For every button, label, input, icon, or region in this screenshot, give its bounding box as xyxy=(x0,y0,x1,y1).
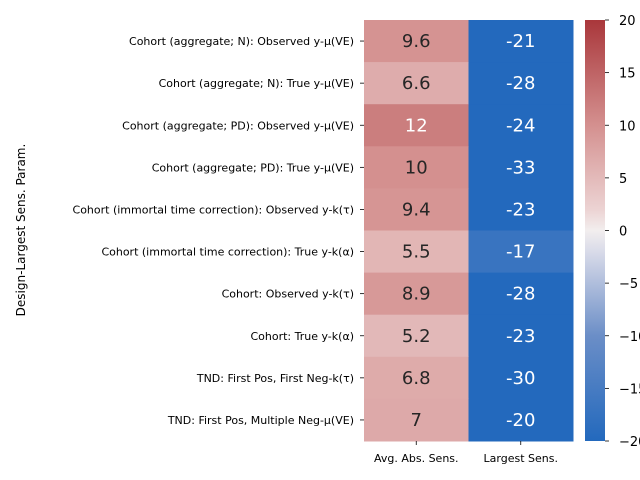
colorbar xyxy=(585,20,605,441)
cell-value-label: -33 xyxy=(506,157,535,178)
heatmap-cell xyxy=(468,356,574,400)
cell-value-label: 8.9 xyxy=(402,284,431,305)
heatmap-cell xyxy=(468,230,574,274)
heatmap-cell xyxy=(364,20,469,63)
y-tick-label: Cohort: Observed y-k(τ) xyxy=(222,288,354,301)
y-axis-title: Design-Largest Sens. Param. xyxy=(14,144,28,317)
cell-value-label: -23 xyxy=(506,199,535,220)
cell-value-label: 6.8 xyxy=(402,368,431,389)
y-tick-labels: Cohort (aggregate; N): Observed y-μ(VE) C… xyxy=(73,35,364,427)
heatmap-cell xyxy=(364,104,469,147)
colorbar-tick-label: −15 xyxy=(619,382,640,397)
colorbar-tick-label: −5 xyxy=(619,277,638,292)
heatmap-cell xyxy=(468,62,574,105)
heatmap-cell xyxy=(468,146,574,189)
y-tick-label: Cohort (immortal time correction): Obser… xyxy=(73,203,354,216)
y-tick-label: Cohort (aggregate; PD): Observed y-μ(VE) xyxy=(122,119,354,132)
heatmap-cell xyxy=(364,272,469,316)
cell-value-label: -28 xyxy=(506,73,535,94)
y-tick-label: Cohort: True y-k(α) xyxy=(250,330,354,343)
y-tick-label: TND: First Pos, First Neg-k(τ) xyxy=(196,372,354,385)
heatmap-cell xyxy=(364,146,469,189)
cell-value-label: -24 xyxy=(506,115,535,136)
cell-value-label: 10 xyxy=(405,157,428,178)
cell-value-label: -21 xyxy=(506,31,535,52)
colorbar-ticks: −20 −15 −10 −5 0 5 10 15 20 xyxy=(605,14,640,450)
cell-value-label: 9.6 xyxy=(402,31,431,52)
heatmap-cell xyxy=(468,314,574,358)
cell-value-label: -20 xyxy=(506,410,535,431)
heatmap-cell xyxy=(364,356,469,400)
y-tick-label: TND: First Pos, Multiple Neg-μ(VE) xyxy=(167,414,354,427)
cell-value-label: 12 xyxy=(405,115,428,136)
colorbar-tick-label: −10 xyxy=(619,330,640,345)
colorbar-tick-label: 20 xyxy=(619,14,636,29)
colorbar-tick-label: 15 xyxy=(619,67,636,82)
heatmap-cell xyxy=(468,104,574,147)
y-tick-label: Cohort (aggregate; N): Observed y-μ(VE) xyxy=(129,35,354,48)
heatmap-cell xyxy=(364,398,469,442)
heatmap-cell xyxy=(468,20,574,63)
x-tick-label: Avg. Abs. Sens. xyxy=(374,452,459,465)
colorbar-tick-label: 5 xyxy=(619,172,627,187)
heatmap-cell-labels: 9.6 -21 6.6 -28 12 -24 10 -33 9.4 -23 5.5 -17 8.9 -28… xyxy=(402,31,536,431)
cell-value-label: 5.2 xyxy=(402,326,431,347)
x-tick-label: Largest Sens. xyxy=(484,452,558,465)
heatmap-cells xyxy=(364,20,574,442)
heatmap-cell xyxy=(468,188,574,231)
cell-value-label: 5.5 xyxy=(402,242,431,263)
cell-value-label: -30 xyxy=(506,368,535,389)
y-tick-label: Cohort (aggregate; PD): True y-μ(VE) xyxy=(152,161,354,174)
heatmap-cell xyxy=(468,272,574,316)
y-tick-label: Cohort (aggregate; N): True y-μ(VE) xyxy=(159,77,354,90)
cell-value-label: 6.6 xyxy=(402,73,431,94)
heatmap-cell xyxy=(468,398,574,442)
colorbar-tick-label: −20 xyxy=(619,435,640,450)
cell-value-label: -28 xyxy=(506,284,535,305)
heatmap-cell xyxy=(364,314,469,358)
x-tick-labels: Avg. Abs. Sens. Largest Sens. xyxy=(374,441,558,465)
colorbar-tick-label: 10 xyxy=(619,119,636,134)
cell-value-label: -23 xyxy=(506,326,535,347)
colorbar-tick-label: 0 xyxy=(619,225,627,240)
cell-value-label: -17 xyxy=(506,242,535,263)
y-tick-label: Cohort (immortal time correction): True … xyxy=(101,246,354,259)
cell-value-label: 9.4 xyxy=(402,199,431,220)
heatmap-cell xyxy=(364,62,469,105)
heatmap-cell xyxy=(364,230,469,274)
heatmap-cell xyxy=(364,188,469,231)
cell-value-label: 7 xyxy=(411,410,422,431)
